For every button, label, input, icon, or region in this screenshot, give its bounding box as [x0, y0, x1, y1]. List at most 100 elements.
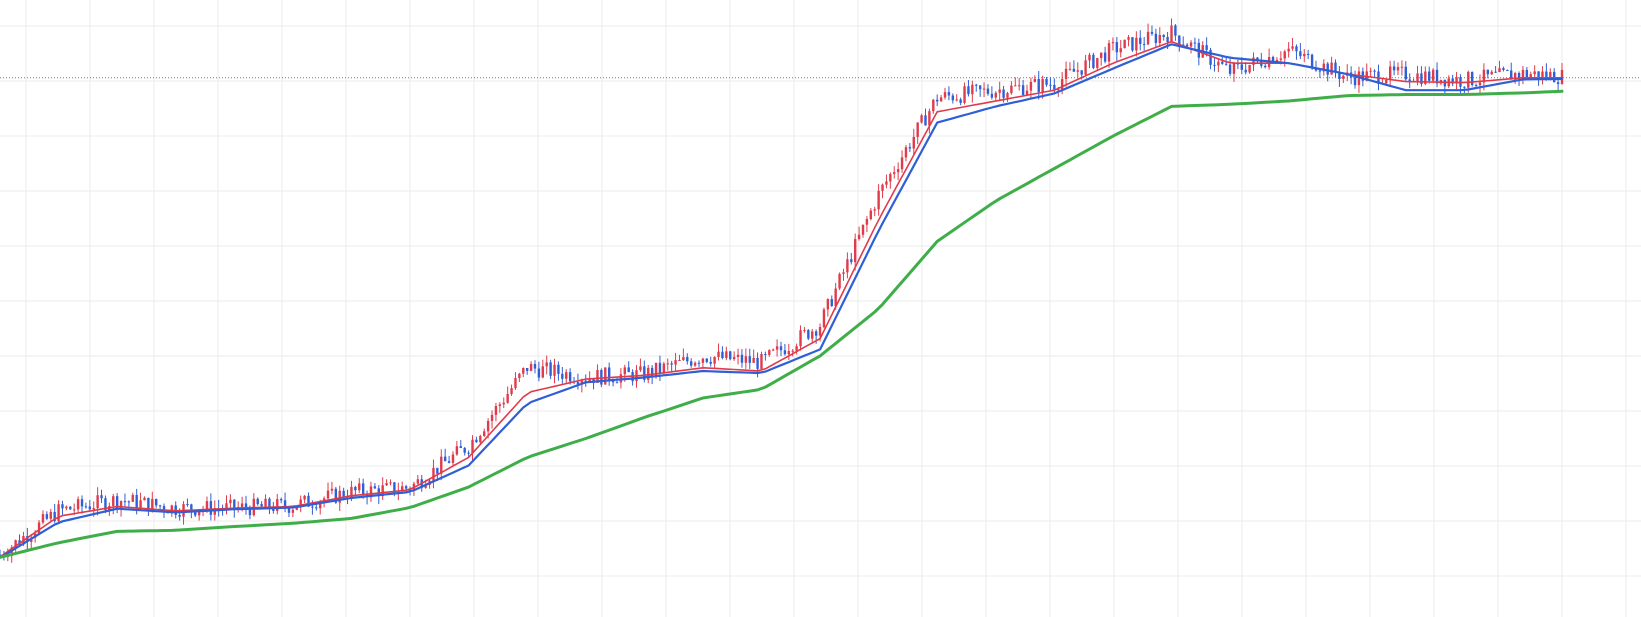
- candle-body: [112, 496, 115, 506]
- candle-body: [1088, 54, 1091, 61]
- candle-body: [1166, 36, 1169, 42]
- candle-body: [994, 92, 997, 98]
- candle-body: [287, 507, 291, 513]
- candle-body: [307, 495, 310, 507]
- candle-body: [440, 456, 443, 474]
- candle-body: [92, 508, 95, 510]
- candle-body: [1521, 69, 1525, 78]
- candle-body: [943, 92, 947, 98]
- candle-body: [123, 501, 127, 503]
- candle-body: [596, 370, 599, 383]
- candle-body: [627, 367, 630, 373]
- candle-body: [490, 414, 494, 421]
- candle-body: [736, 354, 740, 357]
- candle-body: [1474, 84, 1478, 86]
- candle-body: [158, 505, 162, 507]
- candle-body: [643, 366, 646, 380]
- candle-body: [483, 431, 486, 437]
- candle-body: [561, 373, 564, 379]
- candle-body: [72, 509, 76, 511]
- candle-body: [1510, 70, 1513, 80]
- candle-body: [14, 540, 17, 548]
- candle-body: [1330, 62, 1333, 75]
- candle-body: [209, 501, 213, 515]
- candle-body: [401, 486, 404, 492]
- candle-body: [1115, 42, 1119, 53]
- candle-body: [455, 446, 459, 455]
- candle-body: [541, 366, 544, 378]
- candle-body: [986, 88, 990, 94]
- candle-body: [912, 136, 915, 149]
- candle-body: [697, 362, 701, 364]
- candle-body: [932, 99, 935, 112]
- candle-body: [885, 181, 888, 185]
- candle-body: [459, 446, 462, 448]
- candle-body: [467, 452, 470, 454]
- candle-body: [565, 372, 568, 379]
- candle-body: [1314, 68, 1318, 71]
- candle-body: [1517, 72, 1521, 78]
- candle-body: [385, 483, 388, 486]
- candle-body: [666, 363, 669, 365]
- candle-body: [732, 356, 736, 360]
- candle-body: [924, 115, 927, 126]
- candle-body: [1092, 54, 1095, 68]
- candle-body: [1306, 53, 1310, 55]
- candle-body: [334, 488, 338, 503]
- candle-body: [443, 456, 447, 462]
- candle-body: [1111, 42, 1115, 44]
- candle-body: [170, 505, 174, 514]
- candle-body: [713, 356, 716, 364]
- candle-body: [978, 85, 982, 90]
- candle-body: [1342, 75, 1345, 79]
- candle-body: [1178, 35, 1181, 45]
- candle-body: [1428, 71, 1431, 81]
- candle-body: [1150, 31, 1154, 34]
- candle-body: [865, 219, 869, 225]
- candle-body: [1295, 46, 1298, 52]
- candle-body: [451, 454, 455, 463]
- candle-body: [705, 358, 709, 362]
- candle-body: [1107, 43, 1111, 62]
- candle-body: [197, 511, 201, 516]
- candle-body: [358, 483, 361, 491]
- candle-body: [264, 498, 267, 507]
- candle-body: [549, 362, 552, 376]
- candle-body: [1072, 68, 1076, 72]
- candle-body: [1189, 42, 1193, 47]
- slow-ma-line: [0, 89, 1564, 559]
- candle-body: [1490, 71, 1493, 75]
- candle-body: [1533, 71, 1536, 75]
- candle-body: [1541, 71, 1544, 79]
- candle-body: [682, 357, 685, 360]
- candle-body: [514, 378, 517, 389]
- candle-body: [393, 482, 396, 494]
- candle-body: [670, 363, 673, 365]
- candle-body: [1373, 70, 1376, 72]
- candle-body: [826, 299, 830, 310]
- candle-body: [775, 346, 779, 350]
- candle-body: [1303, 53, 1306, 57]
- candle-body: [1100, 52, 1103, 59]
- candle-body: [1240, 64, 1243, 70]
- candle-body: [1502, 68, 1505, 71]
- candle-body: [1068, 68, 1072, 70]
- candle-body: [151, 498, 154, 512]
- candle-body: [268, 498, 271, 509]
- candle-body: [178, 514, 181, 517]
- candle-body: [88, 506, 92, 510]
- candle-body: [338, 490, 341, 503]
- candle-body: [389, 482, 392, 484]
- candle-body: [45, 514, 49, 519]
- candle-body: [76, 499, 80, 510]
- candle-body: [522, 367, 525, 374]
- candle-body: [1002, 89, 1005, 98]
- candle-body: [381, 485, 384, 497]
- candle-body: [1209, 49, 1212, 65]
- candle-body: [139, 500, 142, 509]
- candle-body: [1142, 43, 1146, 45]
- candle-body: [260, 504, 263, 507]
- candle-body: [650, 367, 654, 377]
